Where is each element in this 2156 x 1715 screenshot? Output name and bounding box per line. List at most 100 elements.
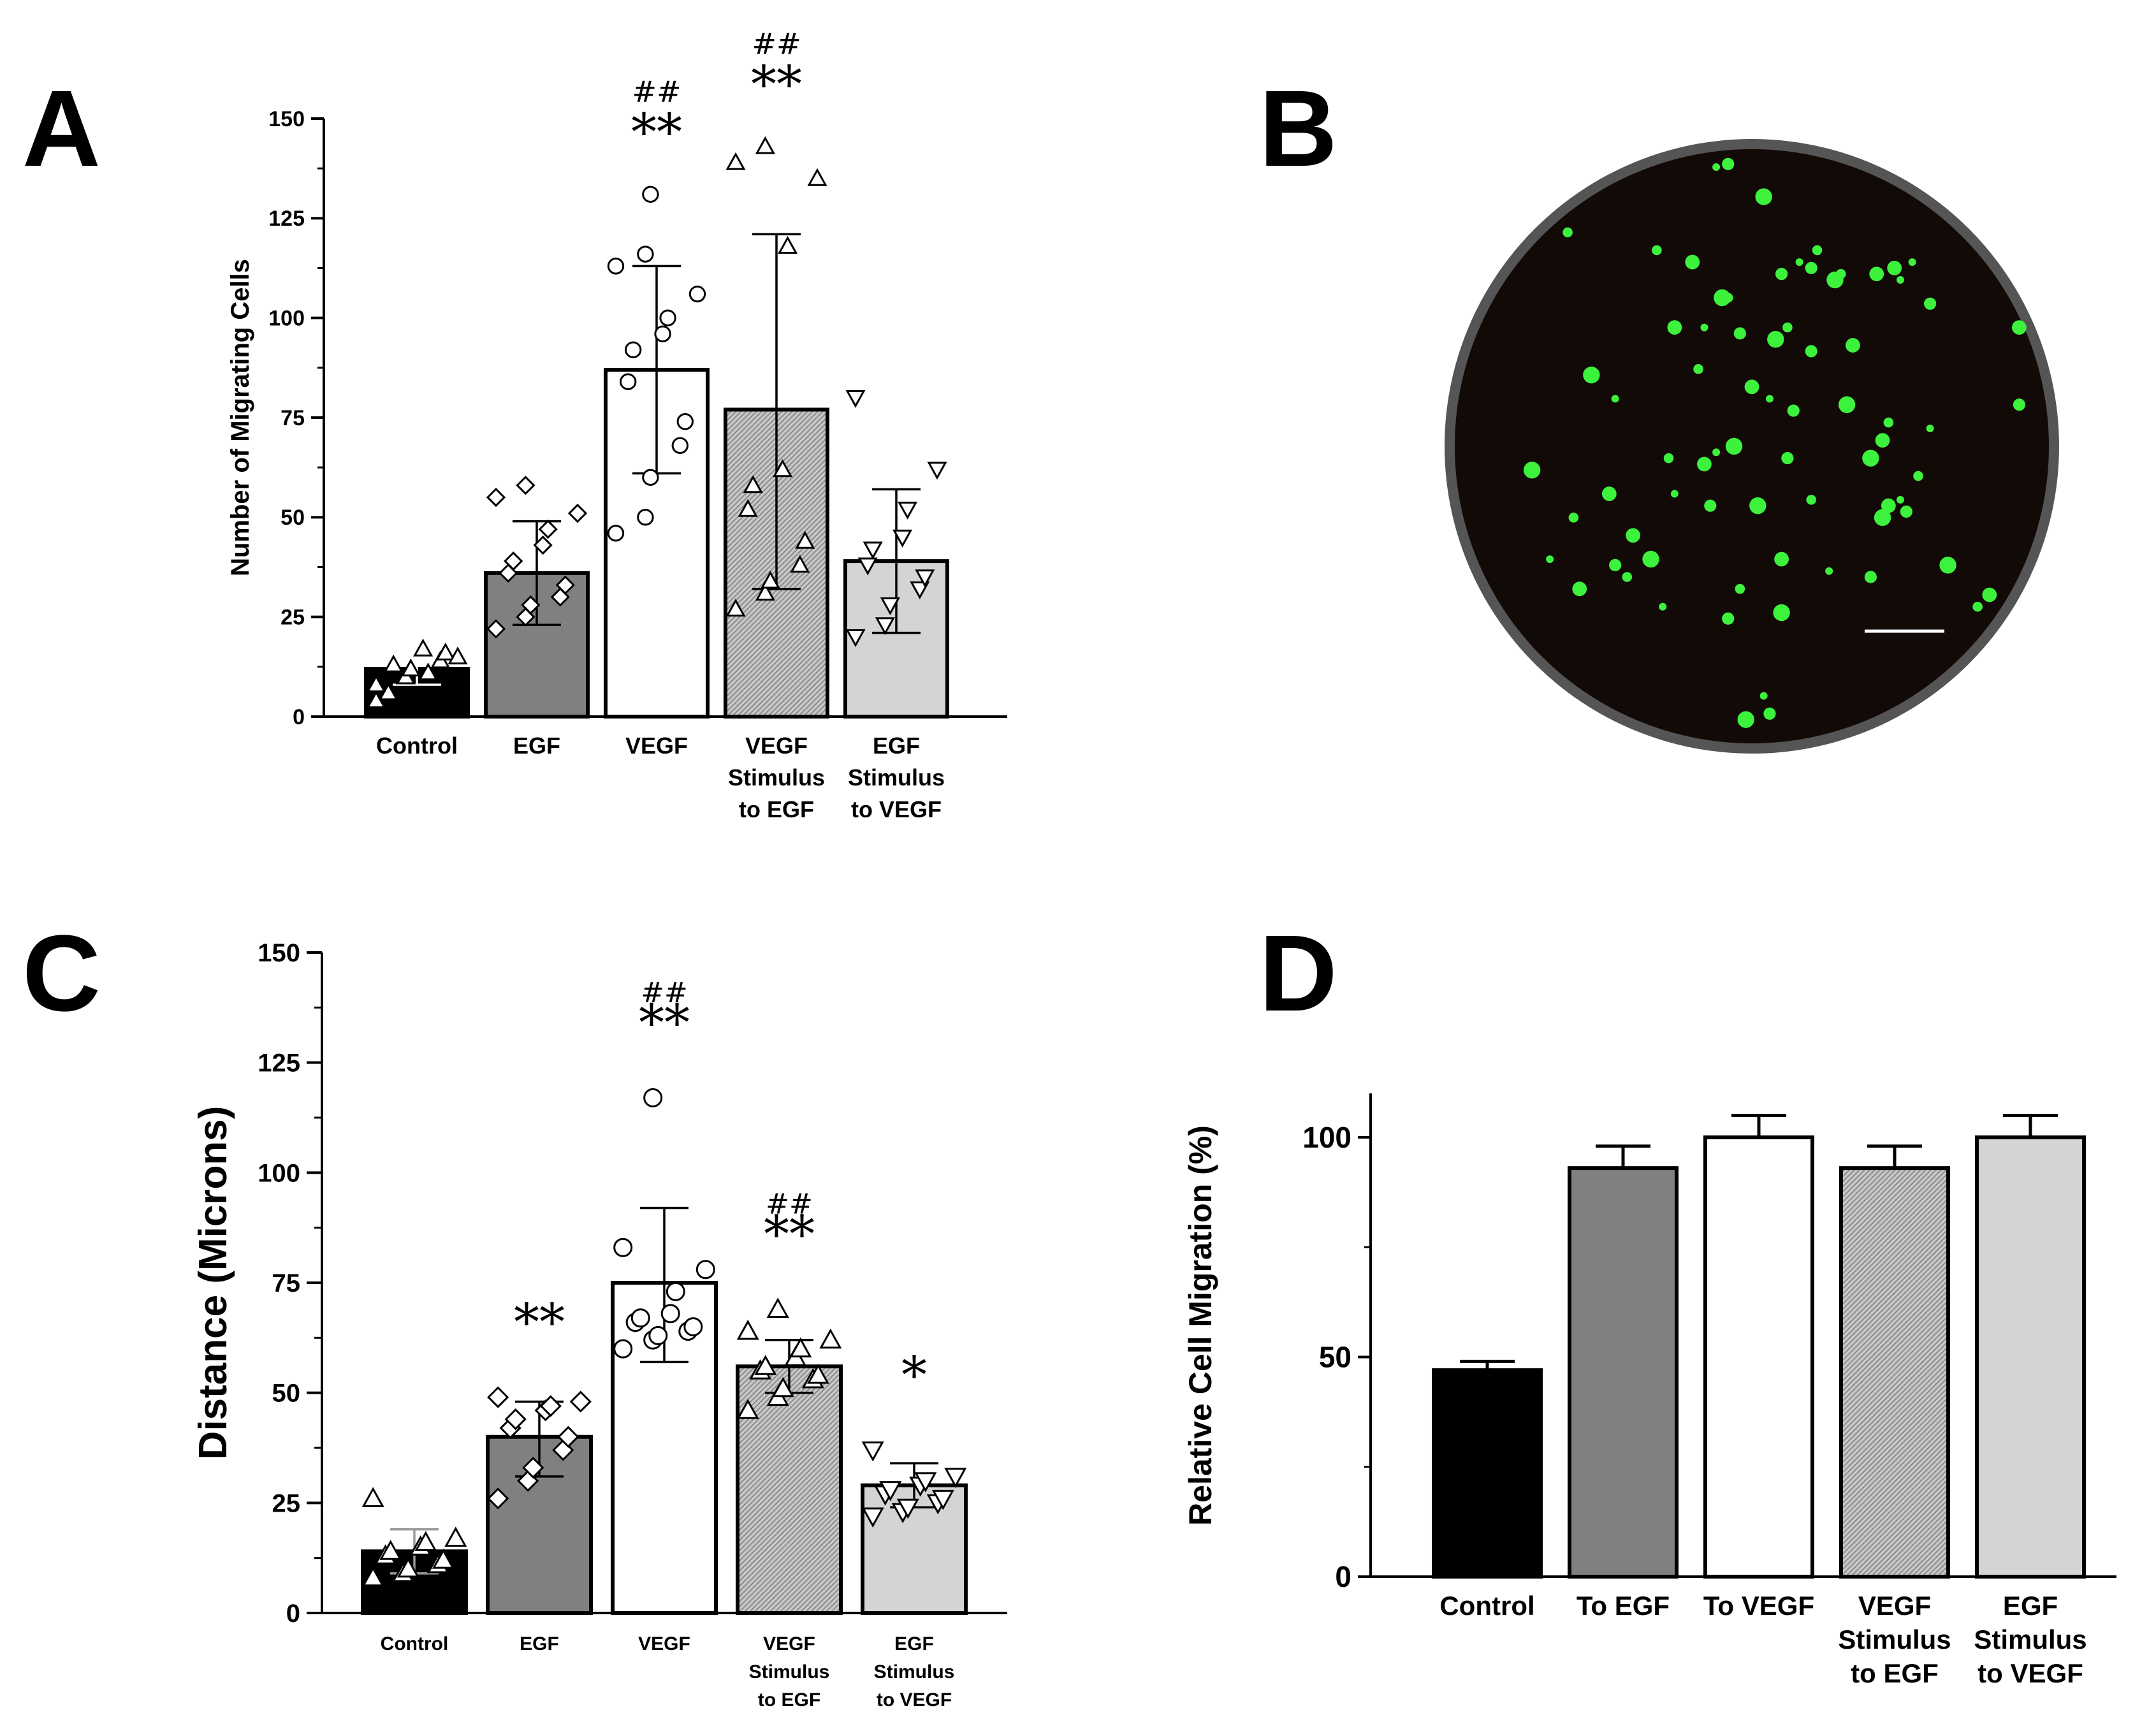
cell-spot [1659, 602, 1667, 611]
cell-spot [1626, 528, 1641, 543]
data-point [880, 597, 900, 615]
cell-spot [1805, 345, 1817, 358]
data-point [944, 1468, 967, 1488]
significance-stars: * [901, 1345, 927, 1405]
panel-letter-b: B [1259, 68, 1337, 189]
data-point [539, 1395, 562, 1417]
data-point [486, 619, 506, 639]
category-label: Stimulus [874, 1661, 955, 1682]
cell-spot [1781, 452, 1794, 465]
data-point [778, 236, 798, 254]
category-label: VEGF [638, 1633, 690, 1654]
data-point [533, 535, 553, 555]
cell-spot [1725, 437, 1743, 455]
cell-spot [1838, 396, 1856, 413]
cell-spot [2012, 320, 2027, 335]
data-point [383, 654, 404, 673]
panel-letter-d: D [1259, 913, 1337, 1034]
y-tick-label: 100 [258, 1159, 300, 1187]
data-point [736, 1399, 759, 1419]
category-label: EGF [2003, 1591, 2058, 1621]
data-point [676, 413, 694, 430]
significance-stars: ** [764, 1204, 815, 1264]
y-axis-title: Distance (Microns) [191, 1106, 235, 1460]
data-point [766, 1297, 789, 1318]
category-label: to EGF [1851, 1658, 1939, 1688]
data-point [397, 1557, 419, 1578]
cell-spot [1767, 331, 1784, 348]
data-point [504, 1408, 527, 1431]
cell-spot [1642, 550, 1659, 568]
data-point [400, 658, 421, 676]
cell-spot [1583, 366, 1600, 384]
cell-spot [1924, 297, 1937, 310]
category-label: EGF [873, 733, 920, 759]
data-point [521, 595, 541, 615]
bar-4 [1839, 1166, 1950, 1579]
data-point [643, 1088, 663, 1107]
category-label: VEGF [745, 733, 808, 759]
cell-spot [1744, 379, 1759, 395]
bar-1 [1432, 1368, 1543, 1579]
data-point [620, 373, 637, 390]
cell-spot [1864, 571, 1877, 583]
data-point [630, 1308, 650, 1328]
data-point [637, 245, 654, 263]
cell-spot [1685, 254, 1700, 270]
data-point [448, 646, 468, 665]
bar-5 [1975, 1135, 2086, 1579]
data-point [914, 1472, 937, 1492]
data-point [819, 1328, 842, 1349]
data-point [910, 581, 930, 599]
data-point [892, 529, 913, 548]
cell-spot [1693, 364, 1703, 374]
cell-spot [1712, 448, 1721, 456]
category-label: Control [1439, 1591, 1534, 1621]
data-point [755, 136, 775, 154]
cell-spot [1755, 188, 1772, 205]
y-tick-label: 50 [272, 1380, 301, 1408]
chart-panel-d: 0 50 100 Relative Cell Migration (%) Control… [1183, 1093, 2116, 1688]
cell-spot [1697, 456, 1712, 472]
y-tick-label: 75 [280, 406, 305, 430]
chart-panel-c: 0 25 50 75 100 125 150 Distance (Microns) Contro… [191, 939, 1007, 1711]
data-point [725, 599, 746, 617]
data-point [806, 1363, 829, 1384]
bar-3 [1703, 1135, 1814, 1579]
data-point [879, 1481, 902, 1501]
cell-spot [1875, 433, 1890, 448]
data-point [637, 509, 654, 526]
cell-spot [1774, 551, 1789, 567]
data-point [378, 682, 398, 701]
data-point [486, 487, 506, 507]
cell-spot [1700, 323, 1708, 332]
cell-spot [1887, 261, 1902, 275]
data-point [725, 152, 746, 170]
data-point [648, 1325, 668, 1345]
cell-spot [1611, 395, 1619, 403]
cell-spot [1759, 692, 1768, 700]
fluorescence-micrograph [1445, 139, 2059, 754]
data-point [642, 469, 659, 486]
y-tick-label: 100 [268, 307, 305, 331]
panel-letter-a: A [22, 68, 101, 189]
data-point [789, 1337, 812, 1358]
chart-panel-a: 0 25 50 75 100 125 150 Number of Migrating Cell… [226, 27, 1007, 822]
cell-spot [1622, 572, 1633, 582]
dish-field [1455, 149, 2049, 743]
data-point [418, 662, 439, 681]
cell-spot [1667, 320, 1682, 335]
data-point [754, 1355, 777, 1375]
category-label: VEGF [763, 1633, 815, 1654]
cell-spot [1913, 471, 1923, 481]
y-tick-label: 150 [258, 939, 300, 967]
data-point [414, 1531, 437, 1551]
data-point [688, 285, 706, 303]
y-tick-label: 125 [268, 207, 305, 231]
data-point [487, 1487, 509, 1510]
cell-spot [1806, 495, 1816, 505]
cell-spot [1572, 581, 1587, 597]
data-point [807, 168, 827, 186]
cell-spot [1712, 163, 1721, 171]
data-point [557, 1426, 579, 1448]
